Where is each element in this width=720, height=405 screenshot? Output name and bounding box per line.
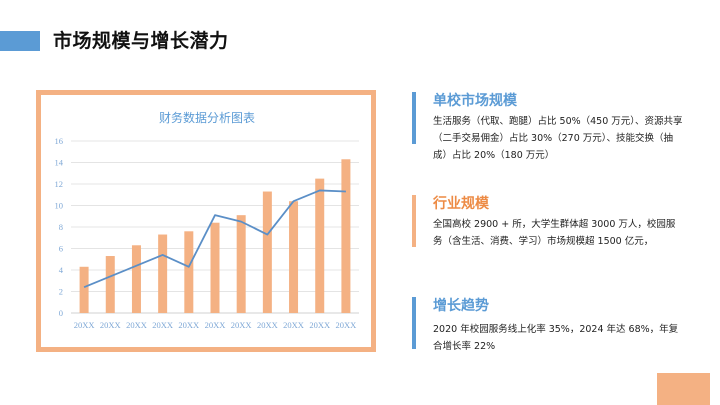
section-body: 全国高校 2900 + 所，大学生群体超 3000 万人，校园服务（含生活、消费…: [433, 219, 676, 247]
page-title: 市场规模与增长潜力: [53, 30, 229, 52]
y-tick-label: 0: [59, 308, 63, 318]
title-accent-bar: [0, 31, 40, 51]
bar: [131, 245, 141, 313]
bar: [210, 222, 220, 313]
section-accent-bar: [412, 195, 416, 247]
x-tick-label: 20XX: [309, 320, 330, 330]
section-heading: 增长趋势: [433, 298, 489, 314]
x-tick-label: 20XX: [100, 320, 121, 330]
y-tick-label: 6: [59, 244, 63, 254]
section-heading: 单校市场规模: [433, 93, 517, 109]
x-tick-label: 20XX: [283, 320, 304, 330]
section-accent-bar: [412, 297, 416, 349]
x-tick-label: 20XX: [152, 320, 173, 330]
x-tick-label: 20XX: [74, 320, 95, 330]
bar: [236, 215, 246, 313]
bar: [105, 256, 115, 313]
bar: [289, 201, 299, 313]
section-body: 生活服务（代取、跑腿）占比 50%（450 万元）、资源共享（二手交易佣金）占比…: [433, 116, 683, 161]
y-tick-label: 14: [55, 158, 64, 168]
x-tick-label: 20XX: [257, 320, 278, 330]
bar: [262, 191, 272, 313]
chart-title: 财务数据分析图表: [159, 110, 255, 125]
bar: [79, 266, 89, 313]
x-tick-label: 20XX: [231, 320, 252, 330]
trend-line: [83, 189, 346, 289]
y-tick-label: 4: [59, 265, 64, 275]
section-heading: 行业规模: [433, 196, 489, 212]
y-tick-label: 12: [55, 179, 64, 189]
section-body: 2020 年校园服务线上化率 35%，2024 年达 68%，年复合增长率 22…: [433, 324, 679, 352]
bar: [184, 231, 194, 313]
combo-chart: 财务数据分析图表 0 2 4 6 8 10 12 14 16 20XX 20XX 20XX 20XX 20X…: [55, 110, 359, 330]
x-tick-label: 20XX: [178, 320, 199, 330]
bar: [341, 159, 351, 313]
y-tick-label: 16: [55, 136, 64, 146]
bar: [158, 234, 168, 313]
section-accent-bar: [412, 92, 416, 144]
y-tick-label: 2: [59, 287, 63, 297]
x-tick-label: 20XX: [126, 320, 147, 330]
decorative-corner-block: [657, 373, 710, 405]
bar: [315, 178, 325, 313]
x-tick-label: 20XX: [336, 320, 357, 330]
y-tick-label: 10: [55, 201, 64, 211]
y-tick-label: 8: [59, 222, 63, 232]
chart-frame: 财务数据分析图表 0 2 4 6 8 10 12 14 16 20XX 20XX 20XX 20XX 20X…: [36, 90, 376, 352]
x-tick-label: 20XX: [205, 320, 226, 330]
